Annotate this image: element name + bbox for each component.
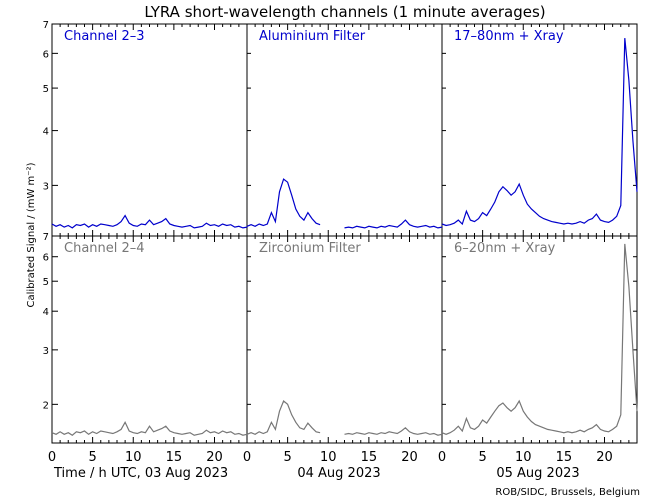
x-tick-label: 10 — [125, 450, 142, 465]
bottom-series-3 — [441, 243, 638, 435]
x-tick-label: 20 — [596, 450, 613, 465]
y-tick-label: 4 — [43, 127, 49, 138]
top-series-1 — [51, 214, 248, 229]
credit-text: ROB/SIDC, Brussels, Belgium — [495, 487, 640, 498]
top-frame — [51, 23, 638, 237]
x-tick-label: 5 — [88, 450, 96, 465]
y-tick-label: 7 — [43, 232, 49, 243]
bottom-frame — [51, 235, 638, 444]
chart-title: LYRA short-wavelength channels (1 minute… — [144, 3, 545, 21]
y-tick-label: 2 — [43, 400, 49, 411]
x-tick-label: 0 — [243, 450, 251, 465]
x-axis-label: Time / h UTC, 03 Aug 2023 — [53, 466, 228, 481]
x-tick-label: 0 — [48, 450, 56, 465]
y-tick-label: 6 — [43, 49, 49, 60]
day-label-3: 05 Aug 2023 — [496, 466, 579, 481]
x-tick-label: 20 — [206, 450, 223, 465]
y-tick-label: 4 — [43, 307, 49, 318]
bottom-series-1 — [51, 420, 248, 436]
top-panel-label-2: Aluminium Filter — [259, 29, 366, 44]
bottom-panel-label-2: Zirconium Filter — [259, 241, 361, 256]
top-series-3 — [441, 38, 638, 227]
y-tick-label: 5 — [43, 277, 49, 288]
y-axis-label: Calibrated Signal / (mW m⁻²) — [26, 162, 37, 307]
x-tick-label: 15 — [361, 450, 378, 465]
y-tick-label: 6 — [43, 253, 49, 264]
y-tick-label: 5 — [43, 84, 49, 95]
bottom-panel-label-3: 6–20nm + Xray — [454, 241, 556, 256]
x-tick-label: 15 — [556, 450, 573, 465]
plot-area: 3 4 5 6 7 Channel 2–3 Aluminium Filter 17–80nm … — [43, 20, 638, 465]
y-tick-label: 7 — [43, 20, 49, 31]
bottom-series-2 — [246, 400, 443, 436]
top-panel-label-1: Channel 2–3 — [64, 29, 145, 44]
x-tick-label: 10 — [320, 450, 337, 465]
x-tick-label: 20 — [401, 450, 418, 465]
x-tick-label: 10 — [515, 450, 532, 465]
y-tick-label: 3 — [43, 346, 49, 357]
x-tick-label: 0 — [438, 450, 446, 465]
x-tick-label: 15 — [166, 450, 183, 465]
x-tick-label: 5 — [478, 450, 486, 465]
top-series-2 — [246, 178, 443, 229]
y-tick-label: 3 — [43, 181, 49, 192]
x-tick-label: 5 — [283, 450, 291, 465]
day-label-2: 04 Aug 2023 — [297, 466, 380, 481]
top-panel-label-3: 17–80nm + Xray — [454, 29, 564, 44]
bottom-panel-label-1: Channel 2–4 — [64, 241, 145, 256]
